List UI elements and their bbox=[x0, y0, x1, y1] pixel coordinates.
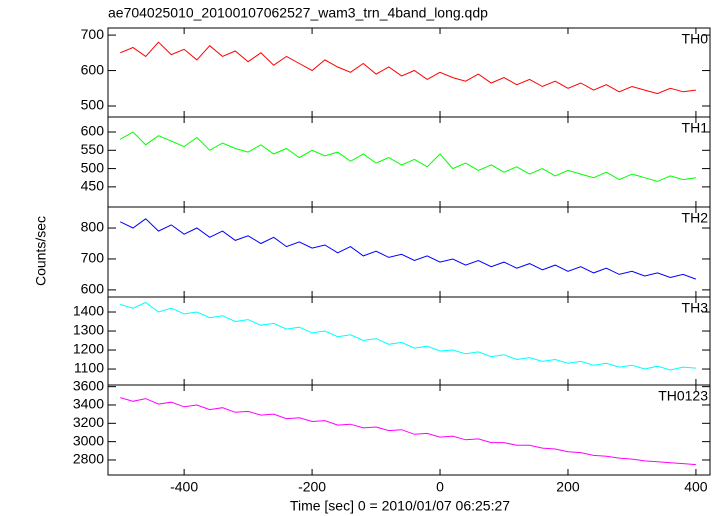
data-line bbox=[120, 301, 696, 371]
chart-title: ae704025010_20100107062527_wam3_trn_4ban… bbox=[108, 5, 488, 21]
y-tick-label: 1300 bbox=[73, 322, 104, 338]
y-tick-label: 3600 bbox=[73, 377, 104, 393]
y-tick-label: 2800 bbox=[73, 451, 104, 467]
panel-frame bbox=[107, 296, 711, 386]
y-tick-label: 700 bbox=[81, 250, 105, 266]
y-tick-label: 500 bbox=[81, 159, 105, 175]
data-line bbox=[119, 218, 697, 280]
y-tick-label: 800 bbox=[81, 219, 105, 235]
y-tick-label: 1200 bbox=[73, 341, 104, 357]
panel-label: TH2 bbox=[682, 210, 709, 226]
x-tick-label: -400 bbox=[170, 479, 198, 495]
panel-frame bbox=[107, 384, 711, 476]
y-tick-label: 600 bbox=[81, 281, 105, 297]
x-tick-label: 0 bbox=[436, 479, 444, 495]
x-tick-label: 400 bbox=[684, 479, 708, 495]
data-line bbox=[120, 41, 696, 95]
panel-label: TH0 bbox=[682, 31, 709, 47]
panel-label: TH1 bbox=[682, 120, 709, 136]
y-tick-label: 550 bbox=[81, 141, 105, 157]
x-tick-label: -200 bbox=[298, 479, 326, 495]
y-tick-label: 600 bbox=[81, 123, 105, 139]
y-tick-label: 1400 bbox=[73, 303, 104, 319]
data-line bbox=[119, 131, 696, 182]
y-tick-label: 3400 bbox=[73, 396, 104, 412]
y-tick-label: 3000 bbox=[73, 432, 104, 448]
y-tick-label: 500 bbox=[81, 97, 105, 113]
panel-label: TH0123 bbox=[658, 388, 708, 404]
x-tick-label: 200 bbox=[556, 479, 580, 495]
panel-label: TH3 bbox=[682, 300, 709, 316]
y-tick-label: 700 bbox=[81, 26, 105, 42]
y-tick-label: 600 bbox=[81, 61, 105, 77]
y-tick-label: 3200 bbox=[73, 414, 104, 430]
y-tick-label: 450 bbox=[81, 178, 105, 194]
data-line bbox=[120, 397, 696, 466]
y-axis-label: Counts/sec bbox=[33, 216, 49, 286]
x-axis-label: Time [sec] 0 = 2010/01/07 06:25:27 bbox=[290, 498, 510, 514]
panel-frame bbox=[107, 206, 711, 298]
y-tick-label: 1100 bbox=[74, 360, 104, 376]
